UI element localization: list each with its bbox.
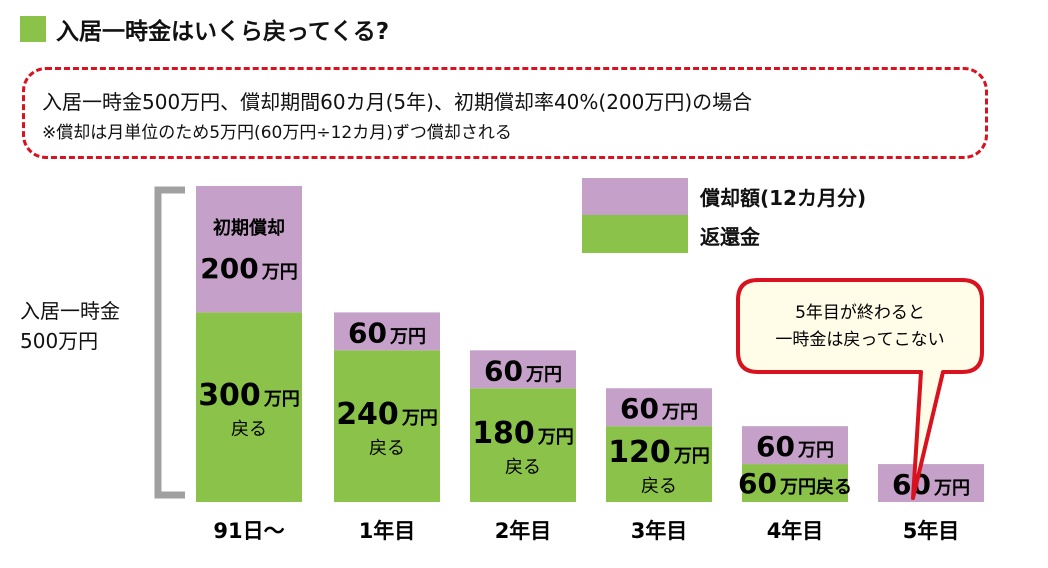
x-tick-label-1: 1年目 — [359, 519, 416, 543]
annotation-line-1: 5年目が終わると — [795, 303, 925, 323]
bar-amortized-2-unit: 万円 — [525, 364, 562, 385]
conditions-box — [22, 67, 988, 159]
bar-refund-4-label: 60 万円戻る — [738, 467, 852, 500]
bar-amortized-4 — [742, 426, 848, 465]
bar-amortized-0 — [196, 186, 302, 313]
bar-refund-2-label: 180 万円 — [472, 416, 574, 451]
legend-label-amortized: 償却額(12カ月分) — [700, 186, 867, 210]
bar-amortized-note-0: 初期償却 — [213, 217, 285, 239]
legend-label-refund: 返還金 — [700, 225, 760, 249]
total-bracket — [154, 186, 185, 499]
x-tick-label-0: 91日〜 — [213, 519, 284, 543]
bar-refund-1-value: 240 — [336, 397, 399, 432]
bar-amortized-0-label: 200 万円 — [200, 252, 297, 285]
bar-amortized-2-label: 60 万円 — [484, 354, 562, 387]
bar-refund-0-unit: 万円 — [263, 389, 300, 410]
bar-amortized-2-value: 60 — [484, 354, 523, 387]
bar-refund-1-label: 240 万円 — [336, 397, 438, 432]
bar-amortized-0-value: 200 — [200, 252, 258, 285]
bar-refund-2-unit: 万円 — [537, 427, 574, 448]
bar-amortized-3-unit: 万円 — [661, 402, 698, 423]
bar-refund-0-value: 300 — [198, 378, 261, 413]
bar-amortized-4-unit: 万円 — [797, 440, 834, 461]
bar-refund-3 — [606, 426, 712, 502]
bar-refund-note-3: 戻る — [641, 476, 677, 497]
legend-swatch-amortized — [582, 178, 688, 215]
bar-amortized-3-value: 60 — [620, 392, 659, 425]
bar-amortized-4-label: 60 万円 — [756, 430, 834, 463]
annotation-line-2: 一時金は戻ってこない — [775, 330, 944, 350]
bar-refund-note-2: 戻る — [505, 457, 541, 478]
title-marker — [20, 16, 46, 42]
bar-refund-4 — [742, 464, 848, 502]
bar-refund-3-value: 120 — [608, 435, 671, 470]
bar-amortized-4-value: 60 — [756, 430, 795, 463]
conditions-line-1: 入居一時金500万円、償却期間60カ月(5年)、初期償却率40%(200万円)の… — [42, 90, 753, 114]
bar-refund-0-label: 300 万円 — [198, 378, 300, 413]
bar-amortized-1 — [334, 312, 440, 351]
bar-refund-4-unit: 万円戻る — [779, 476, 852, 498]
bar-amortized-1-value: 60 — [348, 316, 387, 349]
annotation-callout — [736, 278, 984, 500]
bar-amortized-1-label: 60 万円 — [348, 316, 426, 349]
legend-swatch-refund — [582, 215, 688, 253]
bar-amortized-0-unit: 万円 — [261, 262, 298, 283]
bar-refund-0 — [196, 312, 302, 502]
page-title: 入居一時金はいくら戻ってくる? — [56, 19, 390, 45]
bar-refund-4-value: 60 — [738, 467, 777, 500]
x-tick-label-2: 2年目 — [495, 519, 552, 543]
bar-amortized-2 — [470, 350, 576, 389]
bar-refund-note-1: 戻る — [369, 438, 405, 459]
bar-amortized-1-unit: 万円 — [389, 326, 426, 347]
y-axis-label: 入居一時金 500万円 — [20, 296, 120, 356]
bar-amortized-5-unit: 万円 — [933, 478, 970, 499]
x-tick-label-5: 5年目 — [903, 519, 960, 543]
bar-refund-2-value: 180 — [472, 416, 535, 451]
bar-refund-3-label: 120 万円 — [608, 435, 710, 470]
y-label-line-2: 500万円 — [20, 329, 99, 353]
bar-refund-1-unit: 万円 — [401, 408, 438, 429]
bar-refund-2 — [470, 388, 576, 502]
conditions-line-2: ※償却は月単位のため5万円(60万円÷12カ月)ずつ償却される — [42, 123, 512, 143]
x-tick-label-3: 3年目 — [631, 519, 688, 543]
bar-refund-1 — [334, 350, 440, 502]
x-tick-label-4: 4年目 — [767, 519, 824, 543]
bar-amortized-3 — [606, 388, 712, 427]
y-label-line-1: 入居一時金 — [20, 299, 120, 323]
bar-refund-3-unit: 万円 — [673, 446, 710, 467]
bar-amortized-5 — [878, 464, 984, 502]
bar-amortized-3-label: 60 万円 — [620, 392, 698, 425]
bar-refund-note-0: 戻る — [231, 419, 267, 440]
